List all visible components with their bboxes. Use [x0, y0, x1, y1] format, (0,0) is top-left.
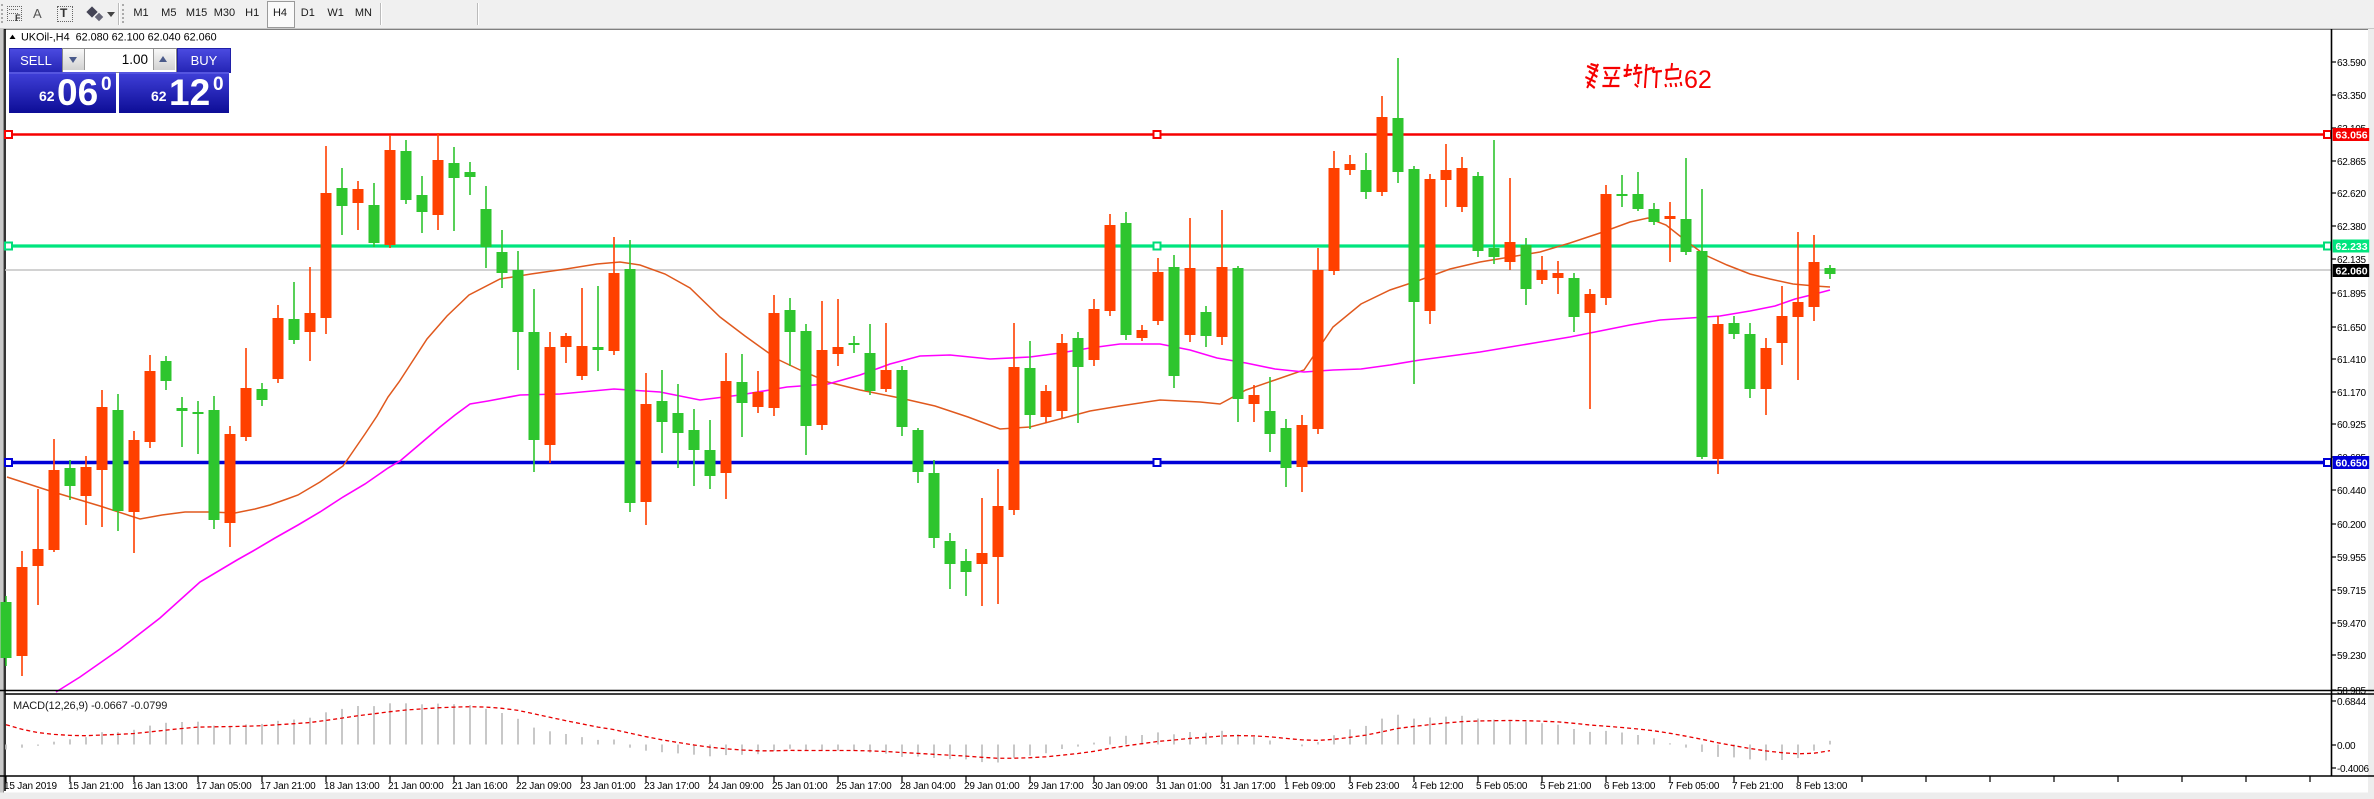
svg-text:23 Jan 17:00: 23 Jan 17:00	[644, 781, 700, 792]
svg-text:61.650: 61.650	[2337, 323, 2367, 334]
svg-text:17 Jan 05:00: 17 Jan 05:00	[196, 781, 252, 792]
svg-text:1 Feb 09:00: 1 Feb 09:00	[1284, 781, 1336, 792]
svg-text:63.350: 63.350	[2337, 91, 2367, 102]
svg-text:25 Jan 17:00: 25 Jan 17:00	[836, 781, 892, 792]
svg-text:23 Jan 01:00: 23 Jan 01:00	[580, 781, 636, 792]
svg-text:60.650: 60.650	[2336, 458, 2368, 470]
svg-text:5 Feb 21:00: 5 Feb 21:00	[1540, 781, 1592, 792]
svg-text:62.060: 62.060	[2336, 266, 2368, 278]
svg-text:24 Jan 09:00: 24 Jan 09:00	[708, 781, 764, 792]
svg-text:60.200: 60.200	[2337, 520, 2367, 531]
svg-text:22 Jan 09:00: 22 Jan 09:00	[516, 781, 572, 792]
svg-text:61.895: 61.895	[2337, 289, 2367, 300]
svg-text:30 Jan 09:00: 30 Jan 09:00	[1092, 781, 1148, 792]
svg-text:61.170: 61.170	[2337, 388, 2367, 399]
svg-text:61.410: 61.410	[2337, 355, 2367, 366]
svg-text:UKOil-,H4 62.080 62.100 62.04: UKOil-,H4 62.080 62.100 62.040 62.060	[21, 32, 217, 44]
svg-text:0.00: 0.00	[2337, 741, 2356, 752]
svg-text:31 Jan 17:00: 31 Jan 17:00	[1220, 781, 1276, 792]
svg-text:7 Feb 21:00: 7 Feb 21:00	[1732, 781, 1784, 792]
svg-text:62.620: 62.620	[2337, 189, 2367, 200]
svg-text:17 Jan 21:00: 17 Jan 21:00	[260, 781, 316, 792]
svg-text:3 Feb 23:00: 3 Feb 23:00	[1348, 781, 1400, 792]
svg-text:15 Jan 2019: 15 Jan 2019	[4, 781, 57, 792]
svg-text:0.6844: 0.6844	[2337, 697, 2367, 708]
svg-text:59.230: 59.230	[2337, 651, 2367, 662]
svg-text:31 Jan 01:00: 31 Jan 01:00	[1156, 781, 1212, 792]
svg-text:60.440: 60.440	[2337, 486, 2367, 497]
svg-text:5 Feb 05:00: 5 Feb 05:00	[1476, 781, 1528, 792]
svg-text:63.590: 63.590	[2337, 58, 2367, 69]
svg-text:63.056: 63.056	[2336, 130, 2368, 142]
svg-text:6 Feb 13:00: 6 Feb 13:00	[1604, 781, 1656, 792]
svg-text:62: 62	[1684, 66, 1712, 94]
svg-text:15 Jan 21:00: 15 Jan 21:00	[68, 781, 124, 792]
svg-text:59.955: 59.955	[2337, 553, 2367, 564]
svg-text:18 Jan 13:00: 18 Jan 13:00	[324, 781, 380, 792]
svg-text:7 Feb 05:00: 7 Feb 05:00	[1668, 781, 1720, 792]
svg-text:62.865: 62.865	[2337, 157, 2367, 168]
svg-text:59.715: 59.715	[2337, 586, 2367, 597]
svg-text:62.233: 62.233	[2336, 241, 2368, 253]
svg-text:62.380: 62.380	[2337, 222, 2367, 233]
svg-text:59.470: 59.470	[2337, 619, 2367, 630]
svg-text:62.135: 62.135	[2337, 255, 2367, 266]
svg-text:21 Jan 00:00: 21 Jan 00:00	[388, 781, 444, 792]
svg-text:60.925: 60.925	[2337, 420, 2367, 431]
svg-text:4 Feb 12:00: 4 Feb 12:00	[1412, 781, 1464, 792]
svg-text:29 Jan 01:00: 29 Jan 01:00	[964, 781, 1020, 792]
svg-text:58.985: 58.985	[2337, 686, 2367, 697]
svg-text:21 Jan 16:00: 21 Jan 16:00	[452, 781, 508, 792]
svg-text:28 Jan 04:00: 28 Jan 04:00	[900, 781, 956, 792]
svg-text:16 Jan 13:00: 16 Jan 13:00	[132, 781, 188, 792]
svg-text:MACD(12,26,9) -0.0667 -0.0799: MACD(12,26,9) -0.0667 -0.0799	[13, 700, 167, 712]
svg-text:25 Jan 01:00: 25 Jan 01:00	[772, 781, 828, 792]
svg-text:29 Jan 17:00: 29 Jan 17:00	[1028, 781, 1084, 792]
svg-text:-0.4006: -0.4006	[2337, 764, 2370, 775]
svg-text:8 Feb 13:00: 8 Feb 13:00	[1796, 781, 1848, 792]
